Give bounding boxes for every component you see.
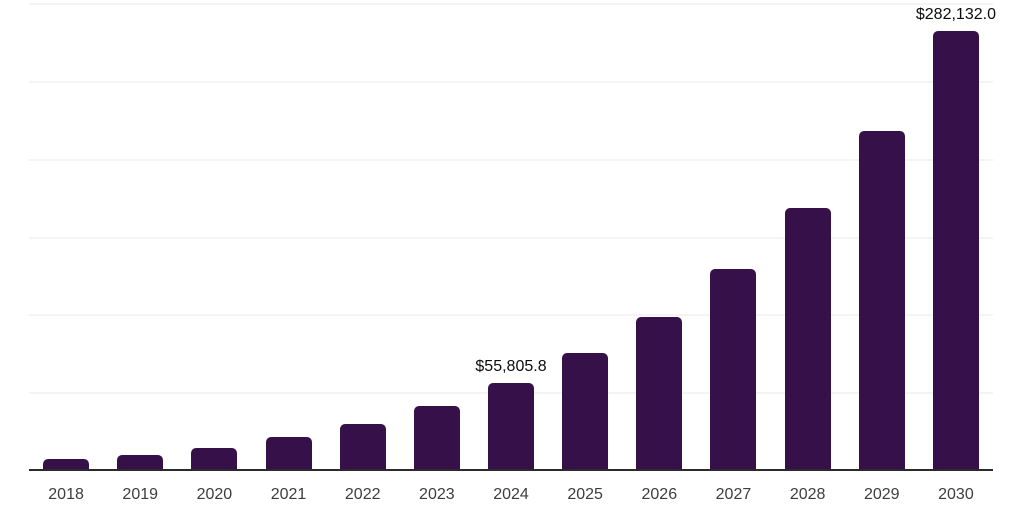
bar-2028[interactable]: [784, 208, 831, 470]
x-tick-2029: 2029: [863, 486, 900, 503]
x-tick-2024: 2024: [493, 486, 529, 503]
x-tick-2025: 2025: [567, 486, 603, 503]
data-label-2030: $282,132.0: [915, 5, 996, 23]
gridline: [29, 314, 993, 317]
bar-2018[interactable]: [43, 459, 90, 470]
x-tick-2022: 2022: [344, 486, 381, 503]
bar-2027[interactable]: [710, 268, 757, 470]
x-tick-2023: 2023: [419, 486, 455, 503]
bar-2024[interactable]: [488, 383, 534, 470]
x-tick-2028: 2028: [789, 486, 826, 503]
data-label-2024: $55,805.8: [475, 358, 547, 376]
bar-2029[interactable]: [858, 130, 905, 470]
gridline: [29, 3, 993, 5]
x-tick-2021: 2021: [270, 486, 307, 503]
x-tick-2027: 2027: [715, 486, 752, 503]
gridline: [29, 80, 993, 83]
bar-2020[interactable]: [191, 447, 238, 470]
bar-2019[interactable]: [117, 455, 164, 470]
bar-2026[interactable]: [636, 316, 683, 470]
x-tick-2019: 2019: [122, 486, 159, 503]
x-tick-2018: 2018: [48, 486, 84, 503]
gridline: [29, 236, 993, 239]
bar-2023[interactable]: [413, 406, 460, 470]
bar-2030[interactable]: [932, 30, 979, 470]
bar-2022[interactable]: [339, 424, 386, 470]
x-tick-2020: 2020: [196, 486, 233, 503]
bar-2021[interactable]: [265, 437, 312, 470]
gridline: [29, 158, 993, 161]
x-tick-2030: 2030: [938, 486, 974, 503]
x-axis-line: [29, 469, 993, 471]
x-tick-2026: 2026: [641, 486, 678, 503]
bar-2025[interactable]: [562, 352, 609, 470]
